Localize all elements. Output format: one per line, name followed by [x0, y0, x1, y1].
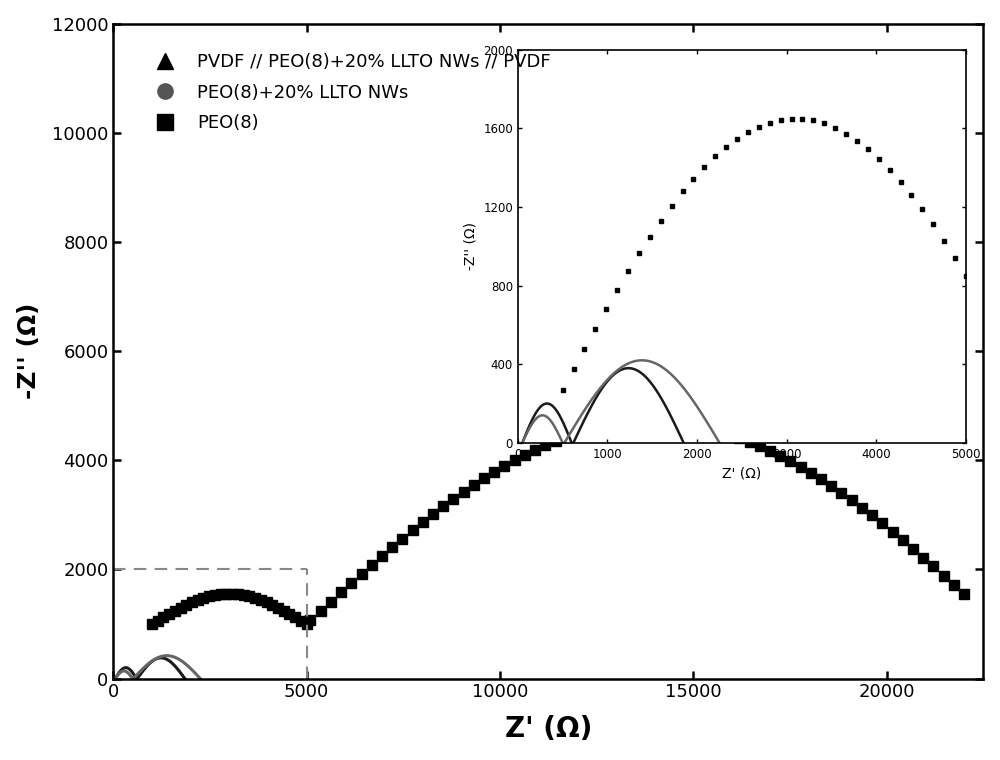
PVDF // PEO(8)+20% LLTO NWs // PVDF [179, 674, 191, 683]
PEO(8) [232, 590, 244, 599]
Line: PEO(8): PEO(8) [147, 417, 969, 629]
PVDF // PEO(8)+20% LLTO NWs // PVDF [155, 654, 167, 663]
PEO(8)+20% LLTO NWs [194, 674, 206, 683]
PEO(8) [215, 590, 227, 599]
PVDF // PEO(8)+20% LLTO NWs // PVDF [153, 654, 165, 663]
PEO(8)+20% LLTO NWs [125, 673, 137, 682]
PEO(8) [958, 589, 970, 598]
PEO(8)+20% LLTO NWs [109, 674, 121, 683]
PEO(8) [255, 595, 267, 604]
PVDF // PEO(8)+20% LLTO NWs // PVDF [167, 660, 179, 669]
PVDF // PEO(8)+20% LLTO NWs // PVDF [109, 674, 121, 683]
PVDF // PEO(8)+20% LLTO NWs // PVDF [176, 670, 188, 679]
PEO(8)+20% LLTO NWs [181, 660, 193, 670]
PVDF // PEO(8)+20% LLTO NWs // PVDF [116, 665, 128, 674]
Y-axis label: -Z'' (Ω): -Z'' (Ω) [17, 303, 41, 399]
PEO(8)+20% LLTO NWs [191, 670, 203, 679]
PEO(8)+20% LLTO NWs [165, 651, 177, 660]
PEO(8) [641, 417, 653, 426]
Legend: PVDF // PEO(8)+20% LLTO NWs // PVDF, PEO(8)+20% LLTO NWs, PEO(8): PVDF // PEO(8)+20% LLTO NWs // PVDF, PEO… [140, 46, 558, 140]
PEO(8)+20% LLTO NWs [116, 667, 128, 676]
PVDF // PEO(8)+20% LLTO NWs // PVDF [124, 665, 136, 674]
PEO(8) [488, 467, 500, 477]
PEO(8) [774, 451, 786, 460]
PVDF // PEO(8)+20% LLTO NWs // PVDF [165, 658, 177, 667]
PEO(8)+20% LLTO NWs [178, 658, 190, 667]
PEO(8) [682, 420, 694, 429]
Line: PEO(8)+20% LLTO NWs: PEO(8)+20% LLTO NWs [115, 656, 200, 679]
PEO(8) [146, 619, 158, 629]
X-axis label: Z' (Ω): Z' (Ω) [505, 715, 592, 743]
PEO(8)+20% LLTO NWs [160, 651, 172, 660]
Line: PVDF // PEO(8)+20% LLTO NWs // PVDF: PVDF // PEO(8)+20% LLTO NWs // PVDF [115, 658, 185, 679]
